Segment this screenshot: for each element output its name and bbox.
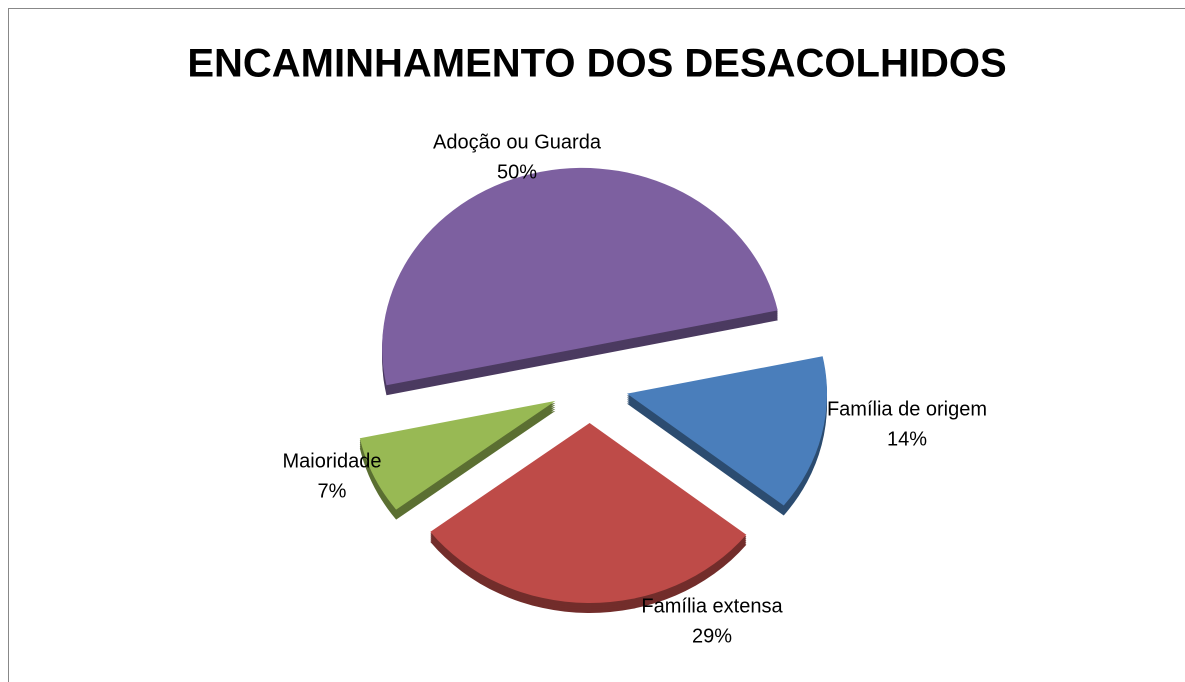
chart-title: ENCAMINHAMENTO DOS DESACOLHIDOS xyxy=(187,42,1006,86)
slice-label: Maioridade xyxy=(283,450,382,472)
slice xyxy=(382,167,778,386)
slice-label: Família extensa xyxy=(641,595,783,617)
slice-value-label: 50% xyxy=(497,161,537,183)
slice xyxy=(359,400,556,510)
slice-value-label: 14% xyxy=(887,428,927,450)
slice-value-label: 7% xyxy=(318,480,347,502)
slice-label: Adoção ou Guarda xyxy=(433,131,602,153)
slice xyxy=(430,422,747,603)
slice xyxy=(626,356,827,506)
slice-value-label: 29% xyxy=(692,625,732,647)
slice-label: Família de origem xyxy=(827,398,987,420)
